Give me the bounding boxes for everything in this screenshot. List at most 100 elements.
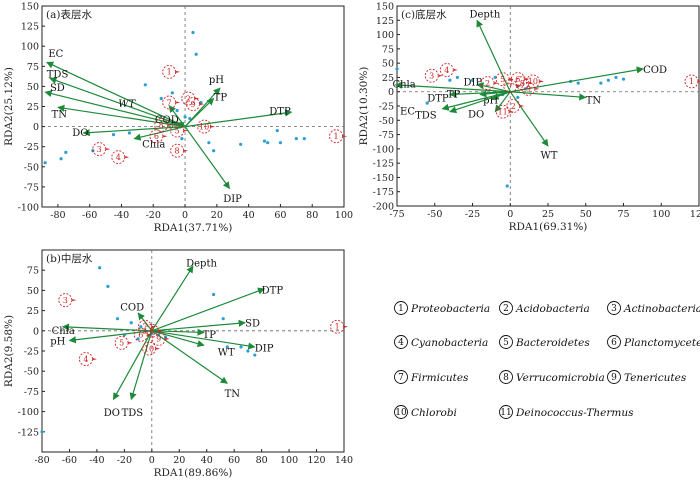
phylum-marker-number: 1	[334, 132, 339, 141]
phylum-marker-number: 2	[485, 79, 490, 88]
env-vector-arrow	[152, 323, 245, 331]
env-vector-label: TDS	[415, 111, 437, 122]
y-axis-label: RDA2(9.58%)	[3, 315, 15, 387]
x-tick-label: -60	[82, 210, 97, 221]
env-vector-label: DO	[468, 110, 484, 121]
phylum-marker-arrow	[176, 71, 180, 73]
legend-phylum-name: Deinococcus-Thermus	[515, 407, 634, 419]
sample-point	[64, 151, 67, 154]
phylum-marker-number: 5	[175, 126, 180, 135]
phylum-marker-arrow	[156, 348, 160, 350]
env-vector-label: Chla	[392, 79, 415, 90]
legend-phylum-name: Verrucomicrobia	[516, 372, 605, 384]
legend-phylum-name: Bacteroidetes	[515, 337, 590, 349]
sample-point	[614, 76, 617, 79]
x-tick-label: 0	[149, 455, 155, 466]
env-vector-label: TN	[586, 95, 602, 106]
sample-point	[279, 141, 282, 144]
phylum-marker-number: 4	[83, 355, 88, 364]
x-tick-label: -40	[114, 210, 129, 221]
x-tick-label: -25	[465, 209, 480, 220]
legend-number: 8	[503, 373, 509, 383]
legend-phylum-name: Acidobacteria	[515, 303, 590, 315]
x-axis-label: RDA1(37.71%)	[154, 222, 233, 234]
sample-point	[276, 129, 279, 132]
phylum-marker-number: 9	[156, 335, 161, 344]
sample-point	[160, 97, 163, 100]
y-tick-label: -75	[379, 130, 394, 141]
x-tick-label: -60	[62, 455, 77, 466]
env-vector-label: DTP	[262, 285, 284, 296]
phylum-marker-arrow	[540, 80, 544, 82]
env-vector-label: TN	[225, 389, 241, 400]
env-vector-arrow	[152, 266, 193, 331]
legend-number: 6	[611, 338, 617, 348]
sample-point	[176, 109, 179, 112]
env-vector-label: EC	[48, 49, 63, 60]
phylum-marker-arrow	[129, 342, 133, 344]
env-vector-label: TP	[214, 93, 228, 104]
phylum-marker-arrow	[520, 105, 524, 107]
legend-number: 4	[398, 338, 404, 348]
sample-point	[44, 161, 47, 164]
phylum-marker-number: 4	[444, 66, 449, 75]
sample-point	[506, 184, 509, 187]
panel-title: (c)底层水	[401, 8, 447, 21]
env-vector-label: Depth	[469, 10, 500, 21]
y-tick-label: -200	[373, 202, 394, 213]
y-axis-label: RDA2(25.12%)	[3, 67, 15, 146]
y-tick-label: 100	[21, 42, 39, 53]
legend-number: 1	[398, 304, 404, 314]
phylum-marker-number: 8	[175, 147, 180, 156]
y-tick-label: -75	[24, 182, 39, 193]
legend-number: 7	[398, 373, 404, 383]
x-tick-label: 40	[243, 210, 255, 221]
sample-point	[112, 133, 115, 136]
y-tick-label: -125	[373, 159, 394, 170]
phylum-marker-number: 11	[498, 108, 508, 117]
sample-point	[191, 31, 194, 34]
phylum-marker-arrow	[535, 88, 539, 90]
y-tick-label: -100	[373, 144, 394, 155]
y-tick-label: 75	[27, 62, 39, 73]
x-tick-label: -80	[50, 210, 65, 221]
x-tick-label: 60	[274, 210, 286, 221]
legend-number: 9	[611, 373, 617, 383]
env-vector-label: DIP	[255, 344, 274, 355]
env-vector-label: DTP	[269, 106, 291, 117]
sample-point	[303, 137, 306, 140]
legend-phylum-name: Planctomycetes	[623, 337, 700, 349]
phylum-marker-number: 7	[142, 323, 147, 332]
y-tick-label: 75	[27, 266, 39, 277]
y-tick-label: -25	[379, 102, 394, 113]
phylum-marker-number: 5	[500, 75, 505, 84]
sample-point	[516, 96, 519, 99]
x-tick-label: -20	[146, 210, 161, 221]
phylum-marker-number: 1	[335, 323, 340, 332]
y-tick-label: 50	[382, 59, 394, 70]
env-vector-label: WT	[118, 99, 136, 110]
env-vector-label: Depth	[186, 259, 217, 270]
x-tick-label: 25	[542, 209, 554, 220]
sample-point	[180, 137, 183, 140]
panel-c-bottom-water: -75-50-250255075100125-200-175-150-125-1…	[358, 2, 700, 234]
phylum-marker-arrow	[344, 326, 348, 328]
sample-point	[266, 141, 269, 144]
legend-phylum-name: Cyanobacteria	[411, 337, 488, 349]
phylum-marker-arrow	[184, 150, 188, 152]
env-vector-arrow	[510, 92, 586, 98]
y-tick-label: -25	[24, 142, 39, 153]
legend-number: 5	[503, 338, 509, 348]
phylum-marker-arrow	[176, 101, 180, 103]
y-tick-label: -125	[18, 427, 39, 438]
env-vector-label: TN	[52, 110, 68, 121]
y-tick-label: -175	[373, 187, 394, 198]
phylum-marker-number: 3	[429, 72, 434, 81]
y-tick-label: -100	[18, 407, 39, 418]
sample-point	[222, 317, 225, 320]
env-vector-label: WT	[540, 151, 557, 162]
y-tick-label: 150	[21, 2, 39, 13]
